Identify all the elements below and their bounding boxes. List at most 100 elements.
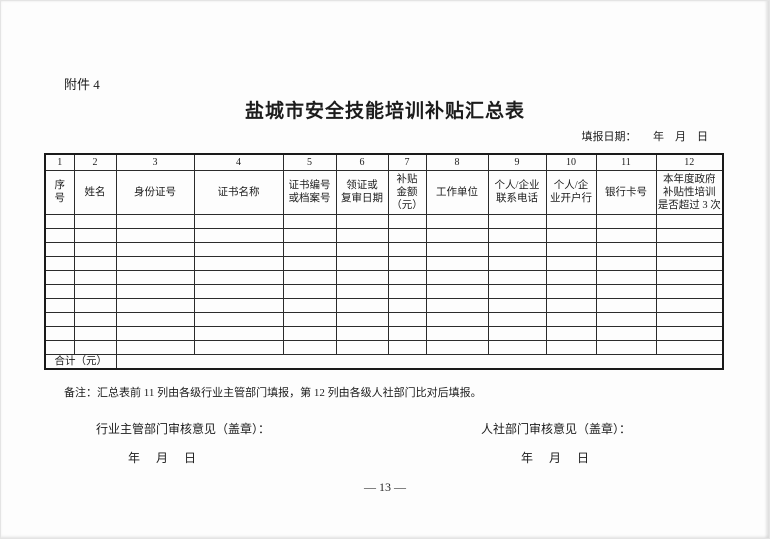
table-row [44,339,724,355]
table-cell [595,255,657,271]
table-cell [193,339,284,355]
table-cell [545,339,597,355]
table-cell [193,255,284,271]
table-cell [335,297,389,313]
hr-signature-block: 人社部门审核意见（盖章）： 年 月 日 [481,421,632,465]
table-cell [44,269,75,285]
table-cell [545,283,597,299]
table-cell [282,325,337,341]
table-cell [115,269,195,285]
table-cell [487,213,547,229]
table-cell [73,325,117,341]
table-row [44,297,724,313]
table-cell [44,255,75,271]
table-cell [282,283,337,299]
table-cell [595,269,657,285]
column-number-cell: 11 [595,153,657,171]
table-row [44,325,724,341]
table-cell [487,241,547,257]
table-cell [487,283,547,299]
table-cell [193,241,284,257]
table-cell [282,227,337,243]
table-cell [44,283,75,299]
table-row [44,255,724,271]
fill-date-label: 填报日期： 年 月 日 [581,131,709,143]
table-cell [487,227,547,243]
column-number-cell: 5 [282,153,337,171]
table-cell [387,227,427,243]
table-cell [545,255,597,271]
table-cell [425,283,489,299]
table-cell [425,311,489,327]
table-cell [73,269,117,285]
table-cell [487,325,547,341]
page-number: — 13 — [364,479,406,494]
table-row [44,213,724,229]
signature-label: 人社部门审核意见（盖章）： [481,421,632,436]
table-cell [115,213,195,229]
table-cell [655,325,724,341]
table-cell [655,297,724,313]
page-title: 盐城市安全技能培训补贴汇总表 [244,101,525,122]
table-cell [193,269,284,285]
table-cell [595,325,657,341]
table-cell [595,283,657,299]
column-number-cell: 12 [655,153,724,171]
total-label-cell: 合计（元） [44,353,117,369]
header-cell: 工作单位 [425,169,489,215]
table-cell [282,213,337,229]
table-cell [115,339,195,355]
table-cell [387,297,427,313]
table-cell [387,325,427,341]
table-cell [655,213,724,229]
table-cell [115,325,195,341]
table-cell [387,241,427,257]
table-cell [545,297,597,313]
header-cell: 身份证号 [115,169,195,215]
table-cell [115,297,195,313]
table-cell [595,227,657,243]
column-number-cell: 9 [487,153,547,171]
table-cell [335,227,389,243]
table-cell [545,269,597,285]
signature-section: 行业主管部门审核意见（盖章）： 年 月 日 人社部门审核意见（盖章）： 年 月 … [1,421,769,465]
table-cell [655,311,724,327]
table-cell [425,269,489,285]
table-cell [73,227,117,243]
table-cell [425,227,489,243]
header-cell: 银行卡号 [595,169,657,215]
table-cell [595,339,657,355]
table-cell [193,213,284,229]
table-cell [595,213,657,229]
header-cell: 证书名称 [193,169,284,215]
table-cell [655,339,724,355]
table-cell [387,213,427,229]
table-row [44,227,724,243]
attachment-label: 附件 4 [64,77,100,92]
table-row [44,241,724,257]
table-cell [282,269,337,285]
table-cell [387,269,427,285]
signature-date: 年 月 日 [521,450,592,465]
table-cell [335,255,389,271]
header-cell: 补贴 金额 （元） [387,169,427,215]
header-cell: 姓名 [73,169,117,215]
table-cell [73,241,117,257]
table-cell [425,241,489,257]
summary-table: 1 2 3 4 5 6 7 8 9 10 11 12 序 号 姓名 身份证号 证… [44,153,724,370]
table-cell [335,213,389,229]
table-cell [387,311,427,327]
table-cell [335,241,389,257]
table-cell [282,255,337,271]
signature-label: 行业主管部门审核意见（盖章）： [96,421,271,436]
header-cell: 证书编号 或档案号 [282,169,337,215]
column-number-cell: 3 [115,153,195,171]
total-value-cell [115,353,724,369]
table-cell [44,311,75,327]
table-cell [282,339,337,355]
table-cell [115,283,195,299]
table-cell [387,283,427,299]
table-cell [282,311,337,327]
table-cell [425,297,489,313]
